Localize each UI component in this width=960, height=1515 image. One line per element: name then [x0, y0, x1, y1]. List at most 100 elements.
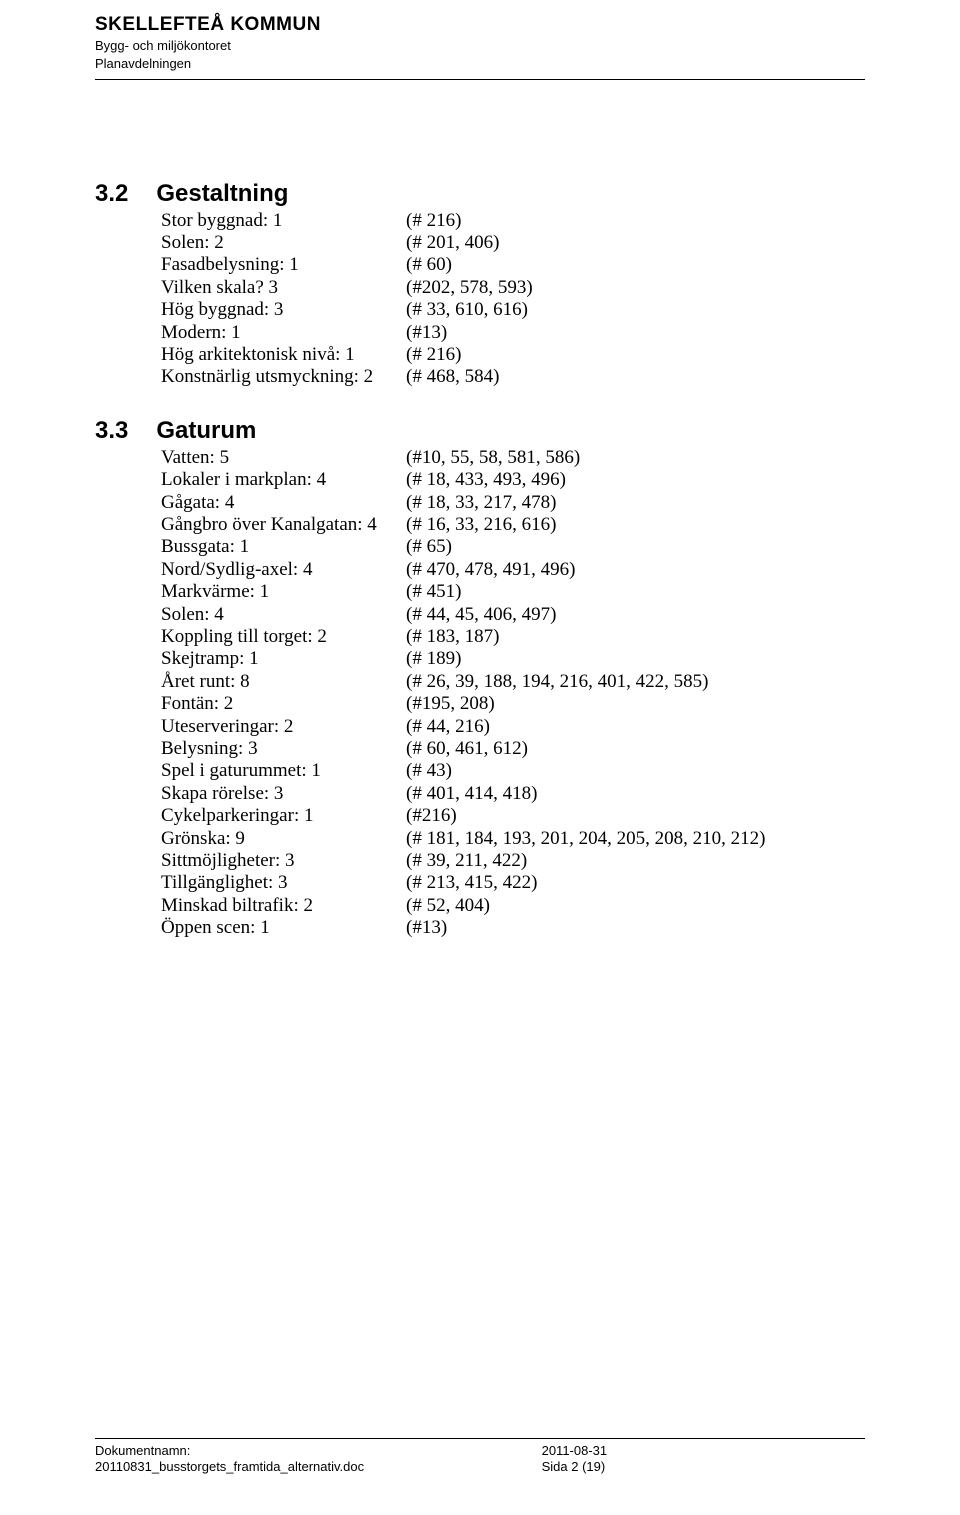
header-dept-2: Planavdelningen: [95, 56, 865, 72]
section-rows: Vatten: 5(#10, 55, 58, 581, 586)Lokaler …: [161, 447, 865, 940]
list-item: Vilken skala? 3(#202, 578, 593): [161, 277, 865, 299]
footer-date: 2011-08-31: [542, 1443, 865, 1459]
list-item-label: Cykelparkeringar: 1: [161, 805, 406, 827]
list-item-label: Gågata: 4: [161, 492, 406, 514]
list-item-label: Grönska: 9: [161, 828, 406, 850]
list-item: Uteserveringar: 2(# 44, 216): [161, 716, 865, 738]
list-item: Grönska: 9(# 181, 184, 193, 201, 204, 20…: [161, 828, 865, 850]
list-item: Nord/Sydlig-axel: 4(# 470, 478, 491, 496…: [161, 559, 865, 581]
footer-doc-name: 20110831_busstorgets_framtida_alternativ…: [95, 1459, 542, 1475]
list-item-label: Modern: 1: [161, 322, 406, 344]
list-item-label: Fasadbelysning: 1: [161, 254, 406, 276]
list-item-label: Solen: 4: [161, 604, 406, 626]
list-item-reference: (# 16, 33, 216, 616): [406, 514, 865, 536]
list-item-reference: (# 18, 33, 217, 478): [406, 492, 865, 514]
list-item: Gågata: 4(# 18, 33, 217, 478): [161, 492, 865, 514]
list-item-label: Uteserveringar: 2: [161, 716, 406, 738]
section-heading: 3.2 Gestaltning: [95, 180, 865, 208]
header-divider: [95, 79, 865, 80]
document-body: 3.2GestaltningStor byggnad: 1(# 216)Sole…: [95, 180, 865, 940]
list-item-reference: (#216): [406, 805, 865, 827]
list-item-label: Nord/Sydlig-axel: 4: [161, 559, 406, 581]
list-item: Koppling till torget: 2(# 183, 187): [161, 626, 865, 648]
section-rows: Stor byggnad: 1(# 216)Solen: 2(# 201, 40…: [161, 210, 865, 389]
list-item-reference: (# 183, 187): [406, 626, 865, 648]
list-item-label: Koppling till torget: 2: [161, 626, 406, 648]
list-item-reference: (# 201, 406): [406, 232, 865, 254]
list-item-reference: (# 451): [406, 581, 865, 603]
section-title: Gestaltning: [156, 180, 288, 208]
list-item-label: Konstnärlig utsmyckning: 2: [161, 366, 406, 388]
list-item-label: Bussgata: 1: [161, 536, 406, 558]
section-number: 3.2: [95, 180, 128, 208]
section-title: Gaturum: [156, 417, 256, 445]
list-item: Solen: 4(# 44, 45, 406, 497): [161, 604, 865, 626]
list-item: Öppen scen: 1(#13): [161, 917, 865, 939]
list-item: Stor byggnad: 1(# 216): [161, 210, 865, 232]
list-item: Lokaler i markplan: 4(# 18, 433, 493, 49…: [161, 469, 865, 491]
list-item: Hög byggnad: 3(# 33, 610, 616): [161, 299, 865, 321]
list-item-label: Sittmöjligheter: 3: [161, 850, 406, 872]
list-item-label: Året runt: 8: [161, 671, 406, 693]
list-item-label: Markvärme: 1: [161, 581, 406, 603]
list-item-label: Belysning: 3: [161, 738, 406, 760]
list-item-label: Gångbro över Kanalgatan: 4: [161, 514, 406, 536]
list-item-reference: (# 401, 414, 418): [406, 783, 865, 805]
list-item: Belysning: 3(# 60, 461, 612): [161, 738, 865, 760]
list-item-reference: (# 181, 184, 193, 201, 204, 205, 208, 21…: [406, 828, 865, 850]
list-item-reference: (#195, 208): [406, 693, 865, 715]
list-item: Markvärme: 1(# 451): [161, 581, 865, 603]
list-item-reference: (#13): [406, 322, 865, 344]
footer-page-number: Sida 2 (19): [542, 1459, 865, 1475]
list-item: Hög arkitektonisk nivå: 1(# 216): [161, 344, 865, 366]
page-header: SKELLEFTEÅ KOMMUN Bygg- och miljökontore…: [95, 14, 865, 80]
list-item: Gångbro över Kanalgatan: 4(# 16, 33, 216…: [161, 514, 865, 536]
header-org: SKELLEFTEÅ KOMMUN: [95, 14, 865, 36]
list-item-reference: (# 18, 433, 493, 496): [406, 469, 865, 491]
footer-divider: [95, 1438, 865, 1439]
list-item-reference: (# 33, 610, 616): [406, 299, 865, 321]
list-item-reference: (#202, 578, 593): [406, 277, 865, 299]
list-item: Fasadbelysning: 1(# 60): [161, 254, 865, 276]
list-item-reference: (# 216): [406, 344, 865, 366]
list-item-reference: (# 60, 461, 612): [406, 738, 865, 760]
list-item-label: Skejtramp: 1: [161, 648, 406, 670]
list-item-label: Öppen scen: 1: [161, 917, 406, 939]
section-heading: 3.3 Gaturum: [95, 417, 865, 445]
section: 3.2 GestaltningStor byggnad: 1(# 216)Sole…: [95, 180, 865, 389]
section: 3.3 GaturumVatten: 5(#10, 55, 58, 581, 58…: [95, 417, 865, 940]
list-item-reference: (# 189): [406, 648, 865, 670]
list-item-reference: (# 44, 216): [406, 716, 865, 738]
footer-doc-label: Dokumentnamn:: [95, 1443, 542, 1459]
list-item-reference: (# 468, 584): [406, 366, 865, 388]
list-item: Fontän: 2(#195, 208): [161, 693, 865, 715]
list-item-reference: (#10, 55, 58, 581, 586): [406, 447, 865, 469]
list-item: Minskad biltrafik: 2(# 52, 404): [161, 895, 865, 917]
list-item-reference: (# 60): [406, 254, 865, 276]
list-item-label: Vatten: 5: [161, 447, 406, 469]
list-item-label: Minskad biltrafik: 2: [161, 895, 406, 917]
list-item: Skapa rörelse: 3(# 401, 414, 418): [161, 783, 865, 805]
list-item-reference: (# 65): [406, 536, 865, 558]
header-dept-1: Bygg- och miljökontoret: [95, 38, 865, 54]
list-item: Konstnärlig utsmyckning: 2(# 468, 584): [161, 366, 865, 388]
section-number: 3.3: [95, 417, 128, 445]
list-item-label: Vilken skala? 3: [161, 277, 406, 299]
list-item-reference: (#13): [406, 917, 865, 939]
list-item-label: Hög arkitektonisk nivå: 1: [161, 344, 406, 366]
list-item: Solen: 2(# 201, 406): [161, 232, 865, 254]
list-item-label: Spel i gaturummet: 1: [161, 760, 406, 782]
list-item: Spel i gaturummet: 1(# 43): [161, 760, 865, 782]
list-item: Tillgänglighet: 3(# 213, 415, 422): [161, 872, 865, 894]
list-item-label: Tillgänglighet: 3: [161, 872, 406, 894]
list-item: Året runt: 8(# 26, 39, 188, 194, 216, 40…: [161, 671, 865, 693]
list-item-reference: (# 470, 478, 491, 496): [406, 559, 865, 581]
list-item-label: Lokaler i markplan: 4: [161, 469, 406, 491]
list-item: Vatten: 5(#10, 55, 58, 581, 586): [161, 447, 865, 469]
list-item: Sittmöjligheter: 3(# 39, 211, 422): [161, 850, 865, 872]
list-item-reference: (# 26, 39, 188, 194, 216, 401, 422, 585): [406, 671, 865, 693]
list-item-reference: (# 39, 211, 422): [406, 850, 865, 872]
list-item: Bussgata: 1(# 65): [161, 536, 865, 558]
list-item-reference: (# 216): [406, 210, 865, 232]
list-item-reference: (# 213, 415, 422): [406, 872, 865, 894]
